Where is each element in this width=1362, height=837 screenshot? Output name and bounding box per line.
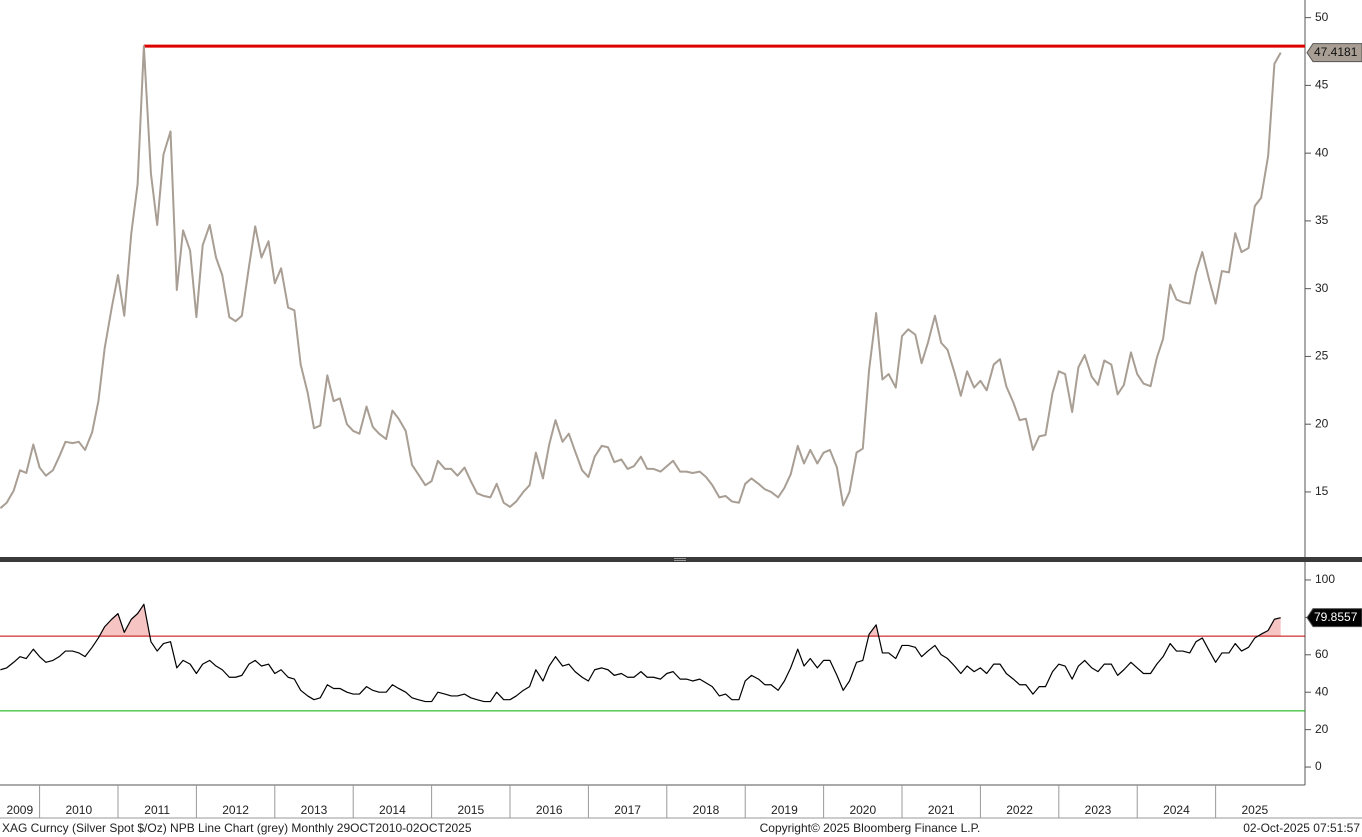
- footer-timestamp: 02-Oct-2025 07:51:57: [1243, 821, 1360, 835]
- x-tick-label: 2017: [614, 803, 641, 817]
- x-tick-label: 2013: [301, 803, 328, 817]
- x-tick-label: 2024: [1163, 803, 1190, 817]
- y-tick-label: 100: [1315, 572, 1335, 586]
- x-tick-label: 2010: [65, 803, 92, 817]
- price-line: [0, 603, 1281, 703]
- x-tick-label: 2018: [693, 803, 720, 817]
- panel-separator: [0, 557, 1362, 562]
- x-tick-label: 2021: [928, 803, 955, 817]
- x-tick-label: 2025: [1241, 803, 1268, 817]
- x-tick-label: 2011: [144, 803, 170, 817]
- value-tag-label: 47.4181: [1314, 45, 1358, 59]
- y-tick-label: 30: [1315, 281, 1329, 295]
- x-tick-label: 2016: [536, 803, 563, 817]
- footer-copyright: Copyright© 2025 Bloomberg Finance L.P.: [760, 821, 981, 835]
- value-tag: [1306, 43, 1362, 63]
- x-tick-label: 2009: [6, 803, 33, 817]
- y-tick-label: 40: [1315, 684, 1329, 698]
- x-tick-label: 2019: [771, 803, 798, 817]
- x-tick-label: 2023: [1085, 803, 1112, 817]
- y-tick-label: 20: [1315, 416, 1329, 430]
- x-tick-label: 2014: [379, 803, 406, 817]
- y-tick-label: 25: [1315, 349, 1329, 363]
- overbought-fill: [99, 604, 1281, 637]
- price-line: [0, 45, 1282, 509]
- y-tick-label: 60: [1315, 647, 1329, 661]
- x-tick-label: 2022: [1006, 803, 1033, 817]
- y-tick-label: 35: [1315, 213, 1329, 227]
- x-tick-label: 2020: [849, 803, 876, 817]
- value-tag-label: 79.8557: [1314, 610, 1358, 624]
- value-tag: [1306, 608, 1362, 628]
- y-tick-label: 20: [1315, 722, 1329, 736]
- y-tick-label: 45: [1315, 78, 1329, 92]
- y-tick-label: 50: [1315, 10, 1329, 24]
- y-tick-label: 15: [1315, 484, 1329, 498]
- y-tick-label: 0: [1315, 759, 1322, 773]
- y-tick-label: 40: [1315, 145, 1329, 159]
- footer-left: XAG Curncy (Silver Spot $/Oz) NPB Line C…: [2, 821, 472, 835]
- x-tick-label: 2012: [222, 803, 249, 817]
- x-tick-label: 2015: [457, 803, 484, 817]
